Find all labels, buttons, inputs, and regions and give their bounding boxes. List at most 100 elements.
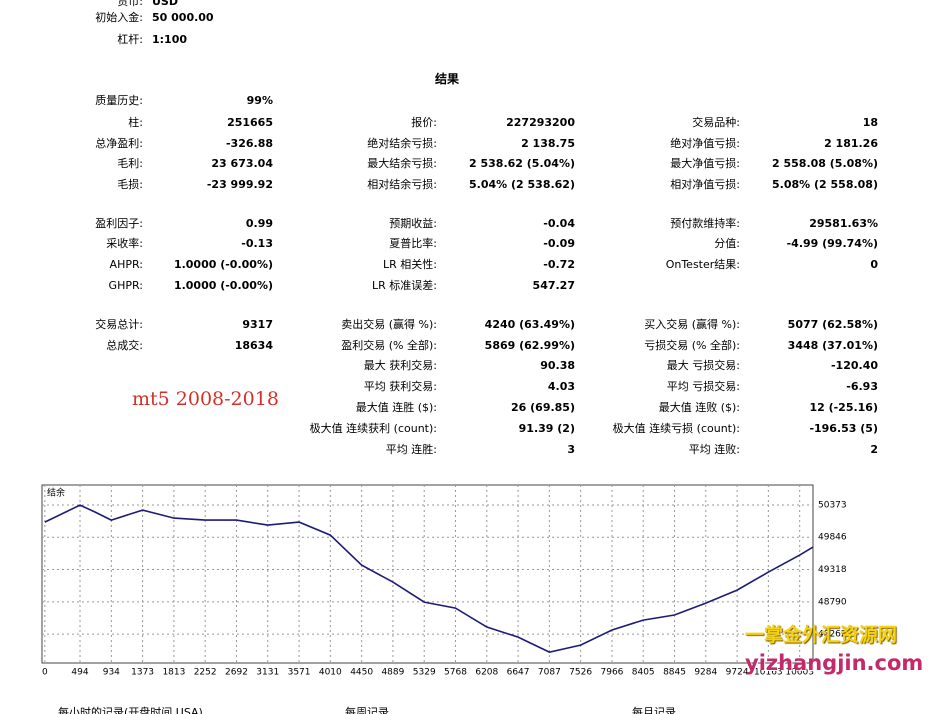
result-value: 5077 (62.58%): [787, 318, 878, 331]
result-label: 毛损:: [117, 178, 143, 191]
watermark: yizhangjin.com: [745, 651, 924, 675]
result-label: 最大 亏损交易:: [666, 359, 740, 372]
x-tick-label: 4889: [381, 668, 404, 678]
x-tick-label: 10603: [785, 668, 814, 678]
x-tick-label: 494: [71, 668, 88, 678]
result-value: -6.93: [846, 380, 878, 393]
result-value: -120.40: [830, 359, 878, 372]
result-label: 盈利交易 (% 全部):: [341, 339, 437, 352]
result-value: -0.13: [241, 237, 273, 250]
x-tick-label: 10163: [754, 668, 783, 678]
result-label: 相对净值亏损:: [670, 178, 740, 191]
balance-line: [44, 504, 814, 653]
section-title: 结果: [434, 72, 460, 86]
x-tick-label: 9284: [694, 668, 717, 678]
result-value: 227293200: [506, 116, 575, 129]
result-value: 5.08% (2 558.08): [772, 178, 878, 191]
result-label: 平均 获利交易:: [363, 380, 437, 393]
result-label: 总成交:: [106, 339, 143, 352]
header-value: 50 000.00: [152, 11, 214, 24]
result-value: 3: [567, 443, 575, 456]
header-label: 初始入金:: [95, 11, 143, 24]
result-label: 相对结余亏损:: [367, 178, 437, 191]
x-tick-label: 5329: [413, 668, 436, 678]
result-value: -0.72: [543, 258, 575, 271]
result-value: 547.27: [532, 279, 575, 292]
footer-heading: 每周记录: [345, 706, 389, 714]
result-label: 平均 连败:: [688, 443, 740, 456]
x-tick-label: 4010: [319, 668, 342, 678]
result-value: 4240 (63.49%): [484, 318, 575, 331]
result-value: -196.53 (5): [809, 422, 878, 435]
x-tick-label: 8405: [632, 668, 655, 678]
result-label: 采收率:: [106, 237, 143, 250]
result-label: 夏普比率:: [389, 237, 437, 250]
result-value: -4.99 (99.74%): [786, 237, 878, 250]
chart-title: 结余: [47, 487, 65, 499]
result-value: -23 999.92: [206, 178, 273, 191]
result-label: 质量历史:: [95, 94, 143, 107]
result-value: 5.04% (2 538.62): [469, 178, 575, 191]
result-label: 最大值 连胜 ($):: [355, 401, 437, 414]
result-label: 柱:: [128, 116, 143, 129]
result-value: 99%: [246, 94, 273, 107]
result-value: 3448 (37.01%): [787, 339, 878, 352]
result-label: AHPR:: [109, 258, 143, 271]
annotation: mt5 2008-2018: [132, 388, 279, 410]
result-label: 亏损交易 (% 全部):: [644, 339, 740, 352]
result-label: 平均 亏损交易:: [666, 380, 740, 393]
y-tick-label: 48262: [818, 630, 847, 640]
result-value: 91.39 (2): [518, 422, 575, 435]
result-value: -0.04: [543, 217, 575, 230]
x-tick-label: 7526: [569, 668, 592, 678]
x-tick-label: 5768: [444, 668, 467, 678]
header-value: USD: [152, 0, 178, 8]
result-value: 251665: [227, 116, 273, 129]
x-tick-label: 4450: [350, 668, 373, 678]
x-tick-label: 1373: [131, 668, 154, 678]
x-tick-label: 7966: [601, 668, 624, 678]
x-tick-label: 934: [103, 668, 120, 678]
y-tick-label: 50373: [818, 501, 847, 511]
result-label: GHPR:: [108, 279, 143, 292]
result-value: 2 538.62 (5.04%): [469, 157, 575, 170]
result-label: 卖出交易 (赢得 %):: [341, 318, 437, 331]
result-label: OnTester结果:: [665, 258, 740, 271]
x-tick-label: 9724: [726, 668, 749, 678]
x-tick-label: 3131: [256, 668, 279, 678]
footer-heading: 每小时的记录(开盘时间 USA): [58, 706, 203, 714]
result-value: 12 (-25.16): [809, 401, 878, 414]
result-value: -326.88: [225, 137, 273, 150]
result-label: 报价:: [411, 116, 437, 129]
x-tick-label: 7087: [538, 668, 561, 678]
result-value: 2 138.75: [521, 137, 575, 150]
header-value: 1:100: [152, 33, 188, 46]
x-tick-label: 2692: [225, 668, 248, 678]
footer-heading: 每月记录: [632, 706, 676, 714]
result-label: 极大值 连续获利 (count):: [309, 422, 437, 435]
x-tick-label: 0: [42, 668, 48, 678]
result-label: 最大净值亏损:: [670, 157, 740, 170]
result-label: 平均 连胜:: [385, 443, 437, 456]
header-label: 货币:: [117, 0, 143, 8]
result-value: 2 558.08 (5.08%): [772, 157, 878, 170]
result-value: 29581.63%: [809, 217, 878, 230]
result-value: 9317: [242, 318, 273, 331]
result-label: 绝对结余亏损:: [367, 137, 437, 150]
x-tick-label: 1813: [162, 668, 185, 678]
y-tick-label: 49318: [818, 565, 847, 575]
result-label: 绝对净值亏损:: [670, 137, 740, 150]
result-label: 预付款维持率:: [670, 217, 740, 230]
x-tick-label: 6208: [475, 668, 498, 678]
result-label: 分值:: [714, 237, 740, 250]
result-value: 2 181.26: [824, 137, 878, 150]
result-label: 买入交易 (赢得 %):: [644, 318, 740, 331]
x-tick-label: 8845: [663, 668, 686, 678]
result-value: 2: [870, 443, 878, 456]
result-value: 26 (69.85): [511, 401, 575, 414]
result-value: 1.0000 (-0.00%): [173, 258, 273, 271]
result-label: LR 标准误差:: [372, 279, 437, 292]
x-tick-label: 6647: [507, 668, 530, 678]
